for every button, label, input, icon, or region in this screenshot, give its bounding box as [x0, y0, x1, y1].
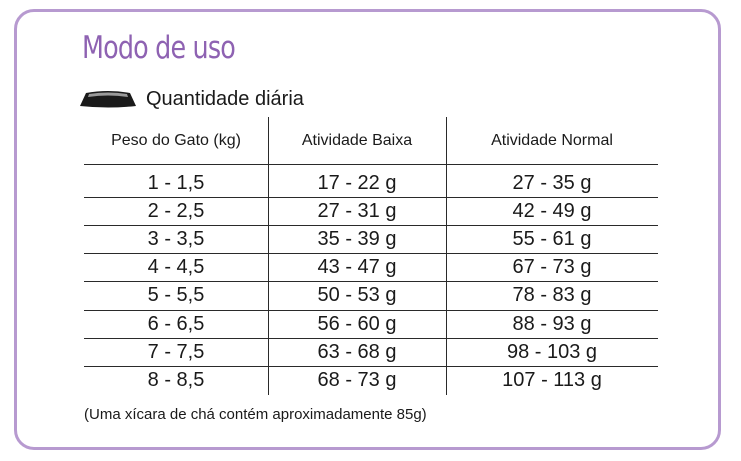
feeding-table: Peso do Gato (kg) Atividade Baixa Ativid… — [84, 117, 658, 395]
cell-weight: 3 - 3,5 — [147, 228, 205, 251]
header-normal-activity: Atividade Normal — [491, 132, 613, 149]
column-divider — [446, 117, 447, 395]
page-title: Modo de uso — [82, 30, 236, 66]
cell-normal-activity: 27 - 35 g — [512, 172, 592, 194]
cell-normal-activity: 107 - 113 g — [502, 368, 602, 391]
section-subtitle: Quantidade diária — [146, 88, 304, 110]
row-divider — [84, 225, 658, 227]
cell-normal-activity: 55 - 61 g — [512, 228, 592, 251]
cell-low-activity: 63 - 68 g — [317, 340, 397, 363]
cell-normal-activity: 78 - 83 g — [512, 284, 592, 307]
row-divider — [84, 337, 658, 339]
info-card — [14, 9, 721, 450]
food-bowl-icon — [80, 91, 136, 108]
cell-low-activity: 50 - 53 g — [317, 284, 397, 307]
cell-low-activity: 17 - 22 g — [317, 172, 397, 194]
header-low-activity: Atividade Baixa — [301, 132, 413, 149]
column-divider — [268, 117, 269, 395]
row-divider — [84, 253, 658, 255]
cell-normal-activity: 42 - 49 g — [512, 200, 592, 223]
cell-weight: 1 - 1,5 — [147, 172, 205, 194]
row-divider — [84, 281, 658, 283]
cell-weight: 6 - 6,5 — [147, 312, 205, 335]
cell-normal-activity: 88 - 93 g — [512, 312, 592, 335]
cell-low-activity: 43 - 47 g — [317, 256, 397, 279]
cell-low-activity: 35 - 39 g — [317, 228, 397, 251]
row-divider — [84, 197, 658, 199]
cell-weight: 8 - 8,5 — [147, 368, 205, 391]
row-divider — [84, 309, 658, 311]
cell-low-activity: 56 - 60 g — [317, 312, 397, 335]
row-divider — [84, 164, 658, 165]
cell-low-activity: 68 - 73 g — [317, 368, 397, 391]
cell-weight: 2 - 2,5 — [147, 200, 205, 223]
cell-normal-activity: 98 - 103 g — [506, 340, 598, 363]
row-divider — [84, 365, 658, 367]
cell-weight: 5 - 5,5 — [147, 284, 205, 307]
cell-weight: 7 - 7,5 — [147, 340, 205, 363]
cell-weight: 4 - 4,5 — [147, 256, 205, 279]
header-weight: Peso do Gato (kg) — [111, 132, 241, 149]
footnote: (Uma xícara de chá contém aproximadament… — [84, 406, 427, 423]
cell-low-activity: 27 - 31 g — [317, 200, 397, 223]
cell-normal-activity: 67 - 73 g — [512, 256, 592, 279]
